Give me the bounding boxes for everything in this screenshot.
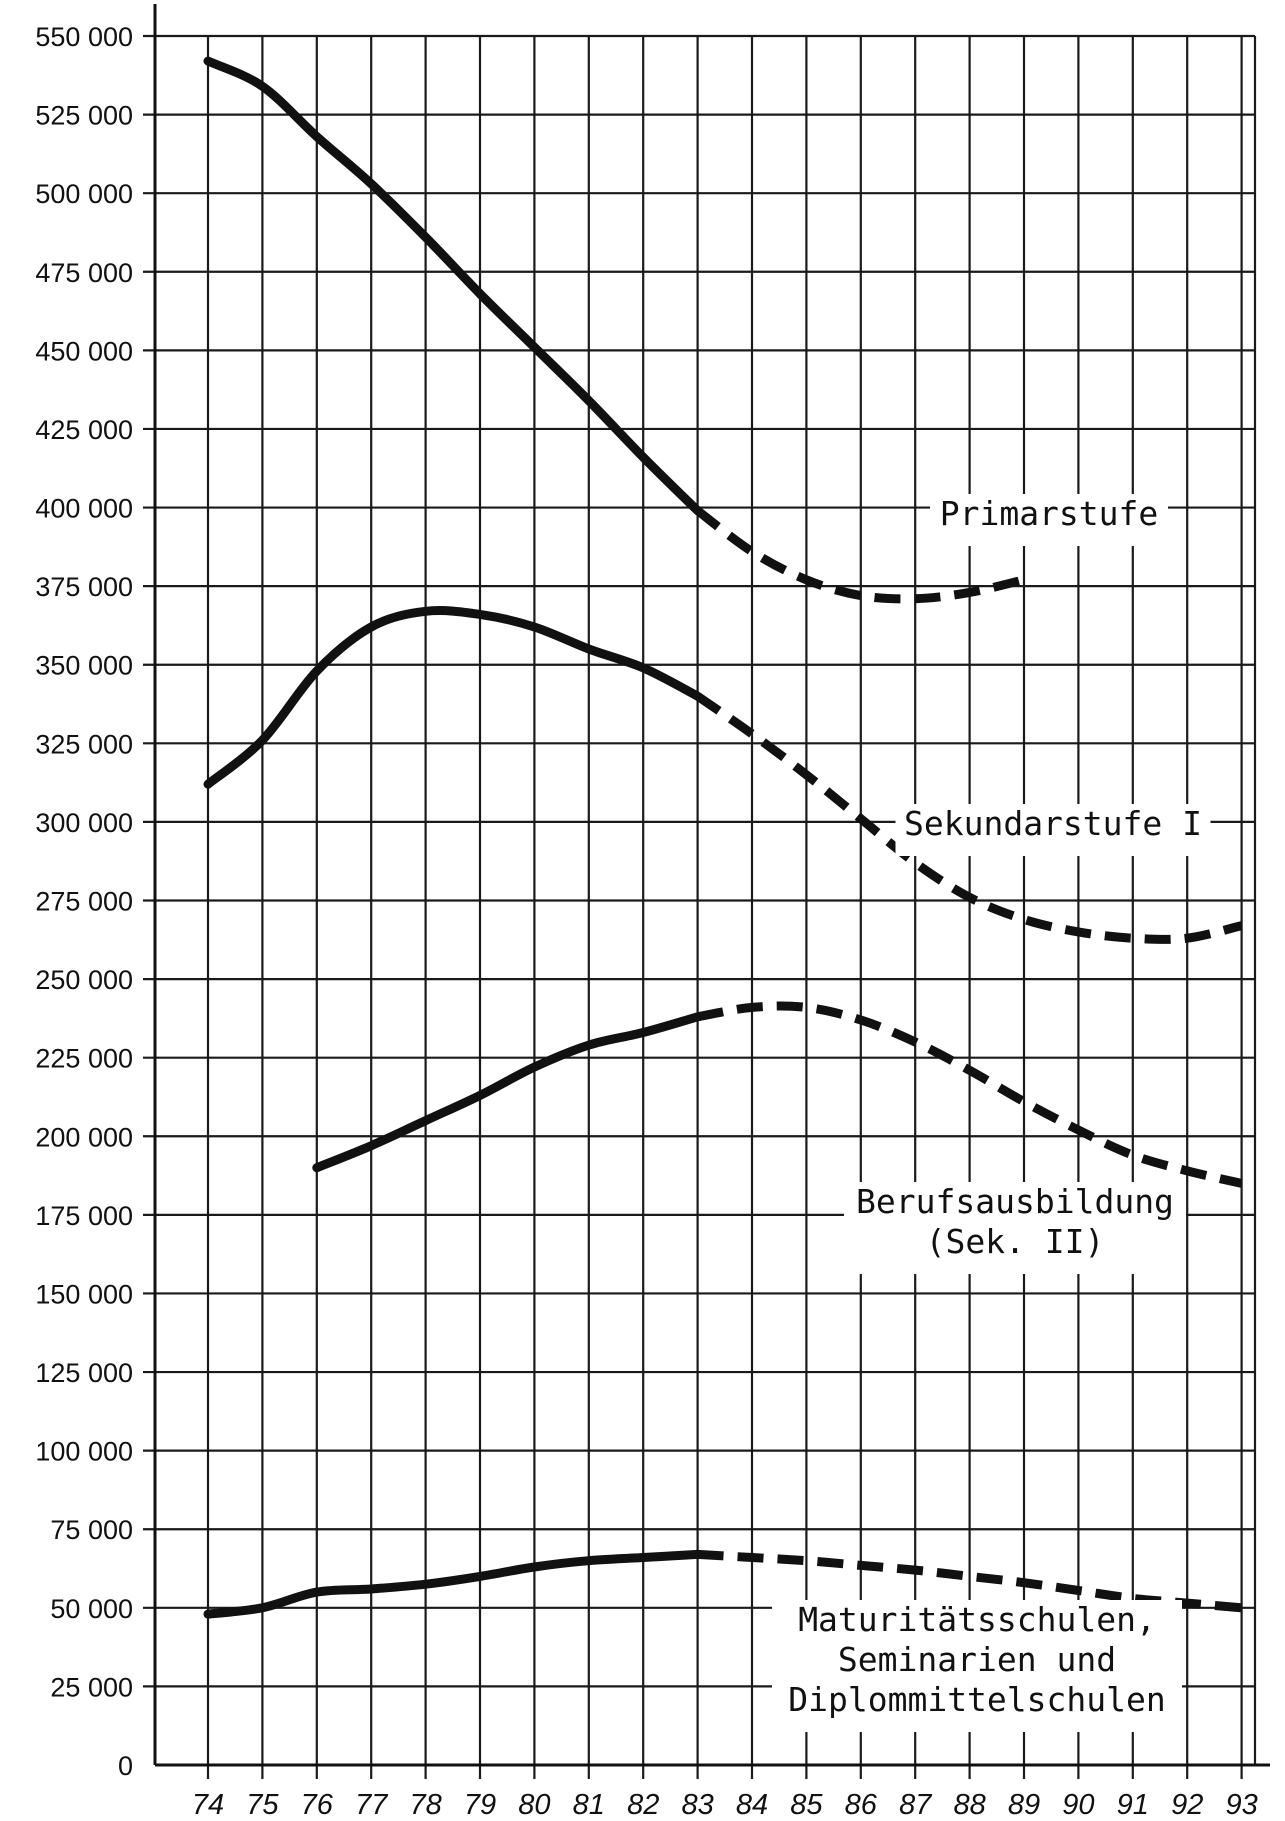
series-line-actual (203, 56, 703, 516)
series-line-actual (312, 1012, 703, 1173)
x-tick-label: 81 (573, 1789, 605, 1821)
series-label-text: Sekundarstufe I (904, 804, 1202, 843)
x-tick-label: 91 (1117, 1789, 1149, 1821)
x-tick-label: 79 (464, 1789, 496, 1821)
y-tick-label: 500 000 (35, 179, 133, 209)
x-tick-label: 75 (246, 1789, 279, 1821)
y-tick-label: 225 000 (35, 1044, 133, 1074)
series-layer (203, 56, 1243, 1619)
series-line-forecast (694, 507, 1026, 604)
x-tick-label: 78 (409, 1789, 441, 1821)
label-layer: Primarstufe Sekundarstufe I Berufsausbildu… (772, 494, 1211, 1732)
y-tick-label: 75 000 (50, 1515, 133, 1545)
series-label-text: (Sek. II) (926, 1222, 1105, 1261)
series-label-text: Berufsausbildung (856, 1182, 1174, 1221)
y-tick-label: 275 000 (35, 887, 133, 917)
x-tick-label: 88 (953, 1789, 985, 1821)
series-label-background (772, 1600, 1182, 1732)
y-tick-label: 450 000 (35, 336, 133, 366)
series-label-background (844, 1182, 1186, 1274)
x-tick-label: 87 (899, 1789, 933, 1821)
x-tick-label: 77 (355, 1789, 389, 1821)
y-tick-label: 50 000 (50, 1594, 133, 1624)
y-tick-label: 125 000 (35, 1358, 133, 1388)
series-line-forecast (695, 692, 1243, 944)
y-tick-label: 175 000 (35, 1201, 133, 1231)
y-tick-label: 400 000 (35, 494, 133, 524)
x-tick-label: 83 (681, 1789, 713, 1821)
y-tick-label: 525 000 (35, 101, 133, 131)
y-tick-label: 25 000 (50, 1672, 133, 1702)
x-tick-label: 90 (1062, 1789, 1094, 1821)
series-line-forecast (696, 1001, 1243, 1188)
y-tick-label: 250 000 (35, 965, 133, 995)
x-tick-label: 82 (627, 1789, 659, 1821)
x-tick-label: 85 (790, 1789, 823, 1821)
y-tick-label: 325 000 (35, 729, 133, 759)
series-label-background (895, 804, 1211, 856)
x-tick-label: 76 (301, 1789, 334, 1821)
axis-layer: 0 25 000 50 000 75 000 100 000 125 000 150 000… (35, 4, 1270, 1821)
x-tick-label: 84 (736, 1789, 768, 1821)
x-tick-label: 86 (845, 1789, 878, 1821)
series-1 (203, 606, 1243, 944)
x-tick-label: 74 (192, 1789, 224, 1821)
series-0 (203, 56, 1026, 604)
y-tick-label: 550 000 (35, 22, 133, 52)
x-tick-label: 89 (1008, 1789, 1040, 1821)
grid-layer (143, 34, 1257, 1779)
y-tick-label: 375 000 (35, 572, 133, 602)
y-tick-label: 0 (118, 1751, 133, 1781)
series-3 (203, 1549, 1242, 1619)
series-label-text: Primarstufe (940, 494, 1159, 533)
y-tick-label: 300 000 (35, 808, 133, 838)
series-line-forecast (697, 1549, 1242, 1613)
y-tick-label: 425 000 (35, 415, 133, 445)
series-line-actual (203, 1549, 703, 1619)
series-label-text: Seminarien und (838, 1640, 1116, 1679)
x-tick-label: 80 (518, 1789, 550, 1821)
x-tick-label: 93 (1225, 1789, 1257, 1821)
y-tick-label: 475 000 (35, 258, 133, 288)
x-tick-label: 92 (1171, 1789, 1203, 1821)
y-tick-label: 350 000 (35, 651, 133, 681)
y-tick-label: 150 000 (35, 1279, 133, 1309)
series-label-text: Diplommittelschulen (788, 1680, 1166, 1719)
y-tick-label: 200 000 (35, 1122, 133, 1152)
series-label-background (930, 494, 1168, 546)
series-line-actual (203, 606, 703, 789)
series-label-text: Maturitätsschulen, (798, 1600, 1156, 1639)
y-tick-label: 100 000 (35, 1437, 133, 1467)
series-2 (312, 1001, 1243, 1188)
